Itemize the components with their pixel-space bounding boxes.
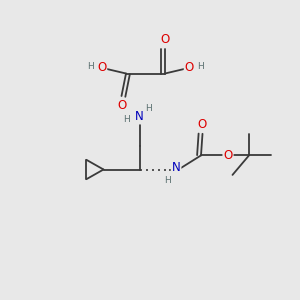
Text: O: O (160, 33, 169, 46)
Text: O: O (97, 61, 106, 74)
Text: H: H (164, 176, 170, 185)
Text: O: O (185, 61, 194, 74)
Text: O: O (198, 118, 207, 131)
Text: H: H (88, 62, 94, 71)
Text: H: H (197, 62, 203, 71)
Text: O: O (224, 149, 232, 162)
Text: O: O (117, 99, 126, 112)
Text: H: H (124, 116, 130, 124)
Text: H: H (145, 104, 152, 113)
Text: N: N (172, 160, 181, 174)
Text: N: N (135, 110, 144, 124)
